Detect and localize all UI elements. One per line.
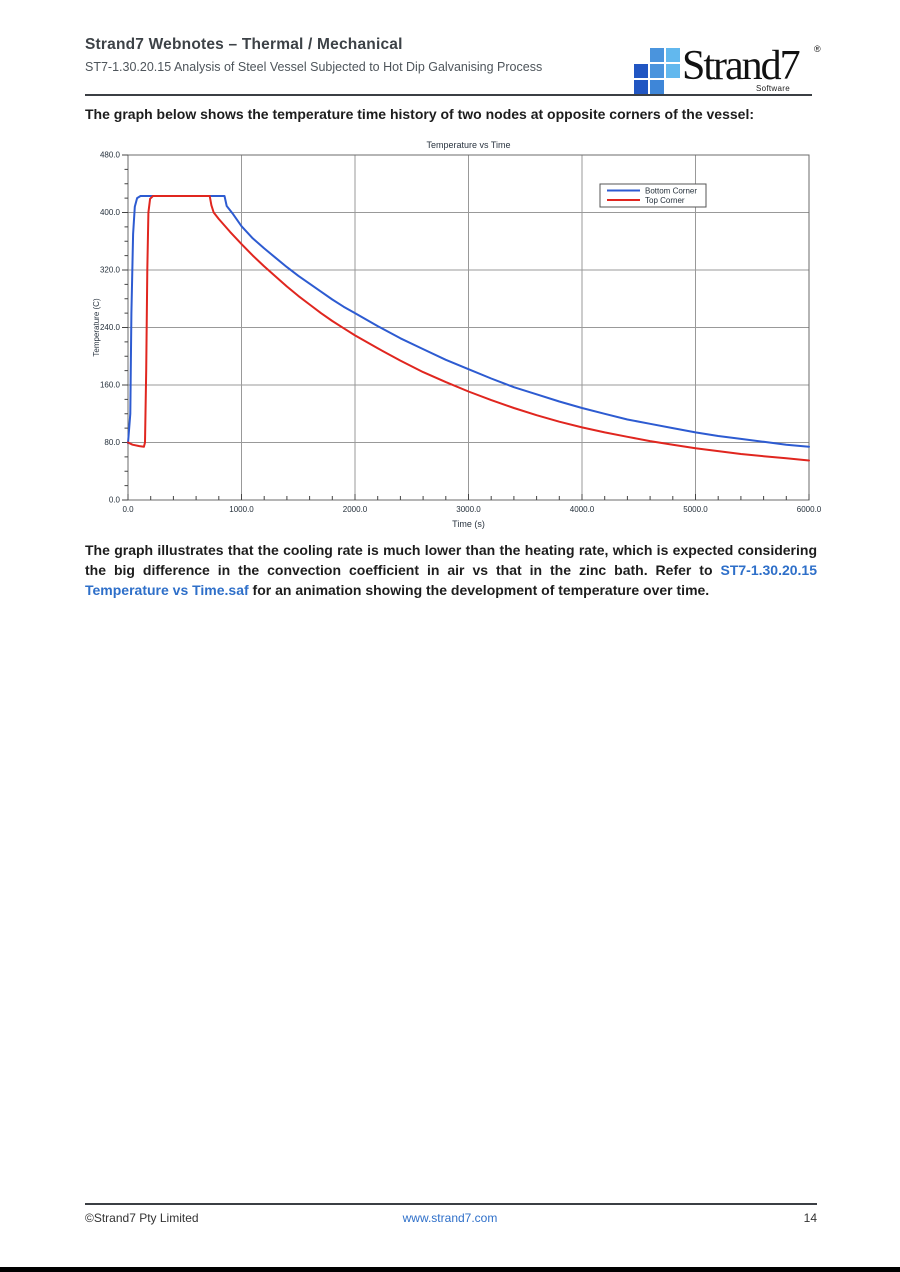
logo-software-label: Software <box>756 84 790 93</box>
chart-gridlines <box>128 155 809 500</box>
svg-text:0.0: 0.0 <box>122 505 134 514</box>
page-subtitle: ST7-1.30.20.15 Analysis of Steel Vessel … <box>85 60 543 74</box>
body-paragraph: The graph illustrates that the cooling r… <box>85 540 817 600</box>
chart-ylabel: Temperature (C) <box>92 298 101 357</box>
body-text-before-link: The graph illustrates that the cooling r… <box>85 542 817 578</box>
chart-tick-labels: 0.0 1000.0 2000.0 3000.0 4000.0 5000.0 6000.0 0… <box>100 151 822 515</box>
svg-text:Top Corner: Top Corner <box>645 196 685 205</box>
svg-text:2000.0: 2000.0 <box>343 505 368 514</box>
body-text-after-link: for an animation showing the development… <box>248 582 710 598</box>
svg-text:480.0: 480.0 <box>100 151 121 160</box>
logo-square <box>650 80 664 94</box>
footer-page-number: 14 <box>803 1211 817 1225</box>
footer-website-link[interactable]: www.strand7.com <box>402 1211 498 1225</box>
chart-xlabel: Time (s) <box>452 519 485 529</box>
svg-text:160.0: 160.0 <box>100 381 121 390</box>
svg-text:4000.0: 4000.0 <box>570 505 595 514</box>
logo-registered-mark: ® <box>814 44 821 54</box>
svg-text:240.0: 240.0 <box>100 323 121 332</box>
svg-text:5000.0: 5000.0 <box>683 505 708 514</box>
logo-square <box>666 64 680 78</box>
logo-square <box>650 48 664 62</box>
svg-text:Bottom Corner: Bottom Corner <box>645 186 697 195</box>
page-bottom-border <box>0 1267 900 1272</box>
chart-ticks <box>122 154 810 501</box>
logo-square <box>666 48 680 62</box>
svg-text:6000.0: 6000.0 <box>797 505 822 514</box>
page-title: Strand7 Webnotes – Thermal / Mechanical <box>85 36 403 53</box>
footer-rule <box>85 1203 817 1205</box>
svg-text:400.0: 400.0 <box>100 208 121 217</box>
chart-title: Temperature vs Time <box>426 140 510 150</box>
header-rule <box>85 94 812 96</box>
logo-square <box>650 64 664 78</box>
temperature-file-link[interactable]: ST7-1.30.20.15 Temperature vs Time.saf <box>85 562 817 598</box>
logo-square <box>634 64 648 78</box>
svg-text:1000.0: 1000.0 <box>229 505 254 514</box>
footer-copyright: ©Strand7 Pty Limited <box>85 1211 199 1225</box>
svg-text:320.0: 320.0 <box>100 266 121 275</box>
temperature-vs-time-chart: 0.0 1000.0 2000.0 3000.0 4000.0 5000.0 6000.0 0… <box>88 136 828 536</box>
logo-square <box>634 80 648 94</box>
chart-svg: 0.0 1000.0 2000.0 3000.0 4000.0 5000.0 6000.0 0… <box>88 136 828 536</box>
svg-text:80.0: 80.0 <box>104 438 120 447</box>
strand7-logo: Strand7 Software ® <box>634 43 834 96</box>
intro-paragraph: The graph below shows the temperature ti… <box>85 106 755 122</box>
svg-text:0.0: 0.0 <box>109 496 121 505</box>
logo-brand-text: Strand7 <box>682 43 801 89</box>
series-top-corner <box>127 195 810 462</box>
logo-squares-icon <box>634 48 680 94</box>
svg-text:3000.0: 3000.0 <box>456 505 481 514</box>
